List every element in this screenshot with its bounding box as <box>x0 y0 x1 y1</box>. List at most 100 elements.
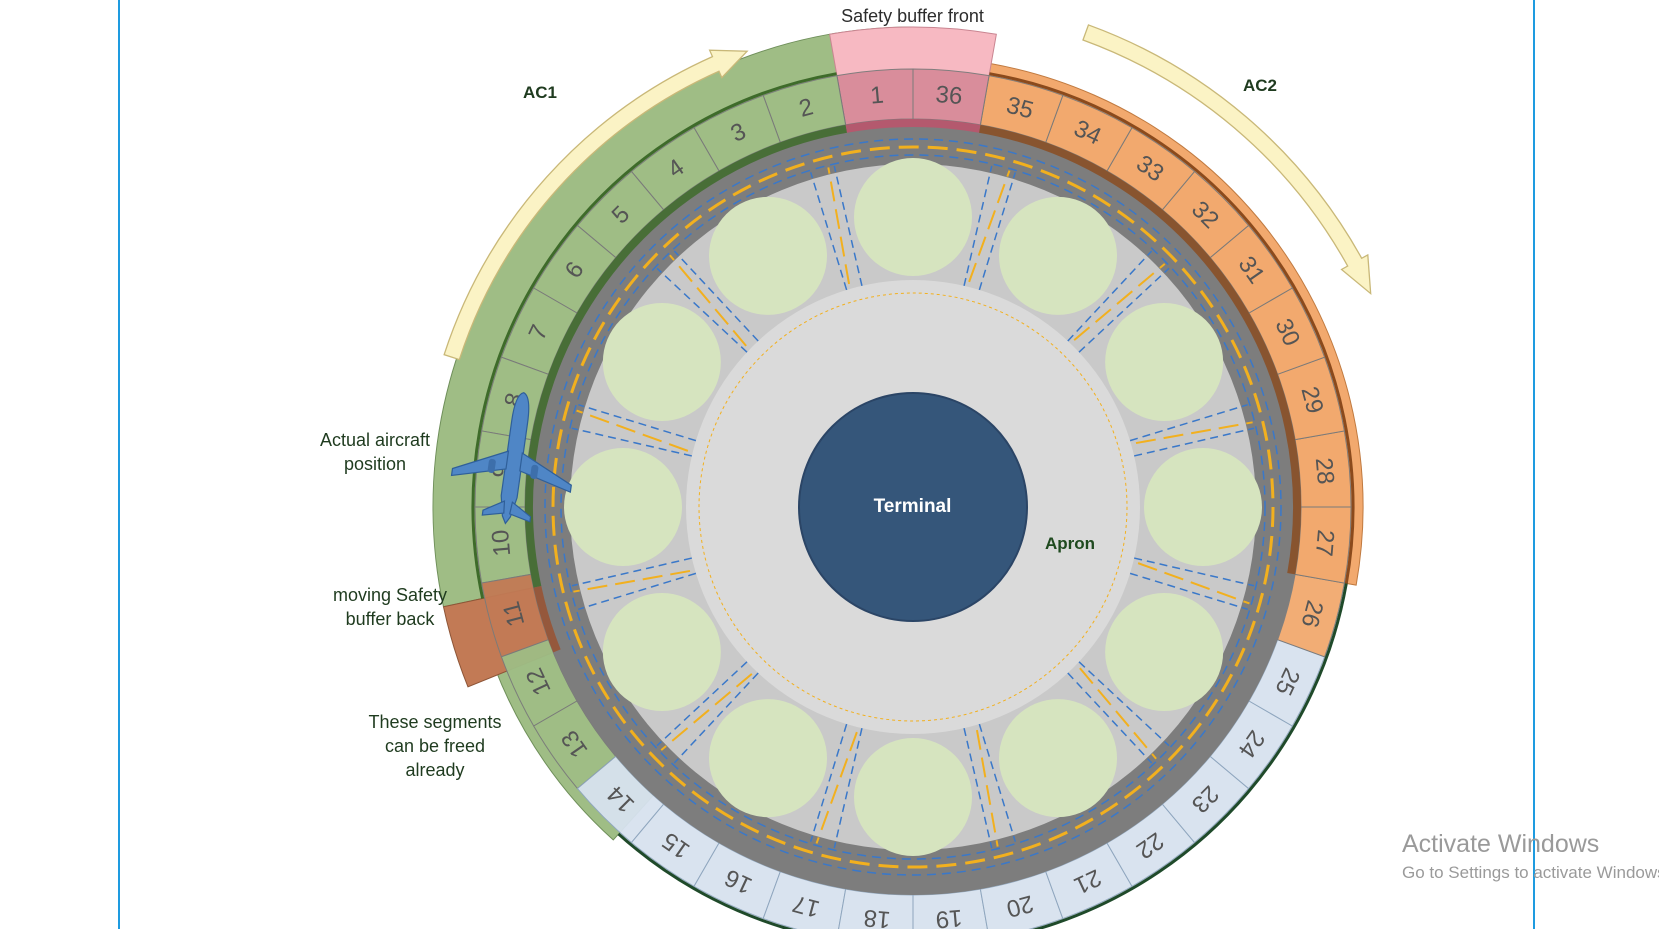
watermark-subtitle: Go to Settings to activate Windows. <box>1402 863 1659 882</box>
actual-aircraft-line-1: Actual aircraft <box>319 430 431 450</box>
moving-safety-buffer-label: moving Safety buffer back <box>315 583 465 631</box>
stand-boundary-blue <box>578 403 697 442</box>
stand-1 <box>854 158 972 276</box>
free-outer-border <box>617 583 1348 929</box>
stand-12 <box>709 196 827 315</box>
aircraft-fuselage <box>500 392 530 525</box>
aircraft-engine-left <box>487 458 496 473</box>
taxi-blue-dash-outer <box>544 138 1282 876</box>
ac2-outer-border <box>989 72 1355 584</box>
segment-number-27: 27 <box>1310 529 1339 558</box>
stand-boundary-yellow <box>660 673 753 751</box>
stand-boundary-yellow <box>573 569 691 593</box>
stand-boundary-blue <box>809 172 848 291</box>
aircraft-left-tail <box>481 500 506 516</box>
ac1-outer-border <box>471 72 837 599</box>
stand-boundary-blue <box>1129 572 1248 611</box>
stand-boundary-blue <box>1134 427 1255 457</box>
segment-number-28: 28 <box>1310 457 1339 486</box>
aircraft-right-wing <box>519 452 572 493</box>
stands <box>564 158 1262 856</box>
freed-line-3: already <box>405 760 465 780</box>
taxi-blue-dash-inner <box>560 154 1266 860</box>
ac2-taxi-highlight <box>978 124 1301 575</box>
apron-service-line <box>698 292 1128 722</box>
segment-number-19: 19 <box>935 904 964 929</box>
stand-boundary-blue <box>833 165 863 286</box>
moving-buffer-line-1: moving Safety <box>332 585 448 605</box>
stand-boundary-blue <box>578 572 697 611</box>
segment-bands <box>432 26 1364 929</box>
actual-aircraft-position-label: Actual aircraft position <box>300 428 450 476</box>
watermark-title: Activate Windows <box>1402 830 1600 858</box>
segment-number-18: 18 <box>863 904 892 929</box>
aircraft-engine-right <box>530 464 539 479</box>
stand-boundary-blue <box>1078 267 1170 353</box>
terminal-area <box>798 392 1028 622</box>
stand-boundary-yellow <box>975 729 999 847</box>
stand-8 <box>709 699 827 818</box>
stand-boundary-blue <box>1067 672 1153 764</box>
freed-line-2: can be freed <box>384 736 486 756</box>
segment-number-10: 10 <box>487 529 516 558</box>
stand-boundary-blue <box>809 723 848 842</box>
stand-boundary-yellow <box>1137 562 1250 605</box>
aircraft-icon <box>450 392 572 525</box>
stand-boundary-yellow <box>576 409 689 452</box>
stand-boundary-blue <box>963 165 993 286</box>
windows-activation-watermark: Activate Windows Go to Settings to activ… <box>1402 830 1659 883</box>
stand-boundary-blue <box>571 427 692 457</box>
stand-boundary-blue <box>1078 661 1170 747</box>
stand-9 <box>602 593 721 711</box>
page-frame <box>118 0 1535 929</box>
stand-boundary-blue <box>1134 557 1255 587</box>
freed-segments-label: These segments can be freed already <box>355 710 515 782</box>
stand-4 <box>1144 448 1262 566</box>
stand-boundary-blue <box>1129 403 1248 442</box>
stand-boundary-yellow <box>968 170 1011 283</box>
safety-back-taxi-highlight <box>533 586 561 653</box>
ac2-label: AC2 <box>1242 76 1277 95</box>
stand-boundary-yellow <box>815 731 858 844</box>
stand-boundary-yellow <box>1073 263 1166 341</box>
safety-front-taxi-highlight <box>845 119 981 133</box>
taxi-centerline <box>551 145 1275 869</box>
stand-boundary-blue <box>571 557 692 587</box>
freed-line-1: These segments <box>368 712 502 732</box>
stand-3 <box>1105 303 1224 421</box>
ac1-taxi-highlight <box>525 124 848 588</box>
stand-7 <box>854 738 972 856</box>
apron-label: Apron <box>1044 534 1096 553</box>
stand-boundary-yellow <box>1135 421 1253 445</box>
moving-buffer-line-2: buffer back <box>345 609 435 629</box>
terminal-building <box>798 392 1028 622</box>
stand-boundary-blue <box>673 250 759 342</box>
stand-boundary-blue <box>1067 250 1153 342</box>
stand-boundary-blue <box>963 728 993 849</box>
ac2-direction-arrow <box>1082 24 1372 296</box>
stand-10 <box>564 448 682 566</box>
stand-boundary-blue <box>673 672 759 764</box>
terminal-label: Terminal <box>873 496 952 517</box>
stand-boundary-yellow <box>669 254 747 347</box>
ac1-label: AC1 <box>522 83 557 102</box>
direction-arrows <box>443 24 1372 361</box>
stand-boundary-blue <box>833 728 863 849</box>
safety-buffer-front-label: Safety buffer front <box>841 6 984 26</box>
stand-boundary-blue <box>978 723 1017 842</box>
stand-boundary-blue <box>656 267 748 353</box>
stand-boundary-blue <box>656 661 748 747</box>
segment-number-36: 36 <box>935 81 964 110</box>
stand-boundary-yellow <box>827 167 851 285</box>
stand-6 <box>999 699 1117 818</box>
stand-boundary-blue <box>978 172 1017 291</box>
stand-11 <box>602 303 721 421</box>
segment-number-1: 1 <box>869 82 885 110</box>
stand-5 <box>1105 593 1224 711</box>
aircraft-right-tail <box>509 501 532 523</box>
ac1-direction-arrow <box>443 49 749 361</box>
actual-aircraft-line-2: position <box>343 454 407 474</box>
stand-boundary-yellow <box>1079 667 1157 760</box>
stand-2 <box>999 196 1117 315</box>
